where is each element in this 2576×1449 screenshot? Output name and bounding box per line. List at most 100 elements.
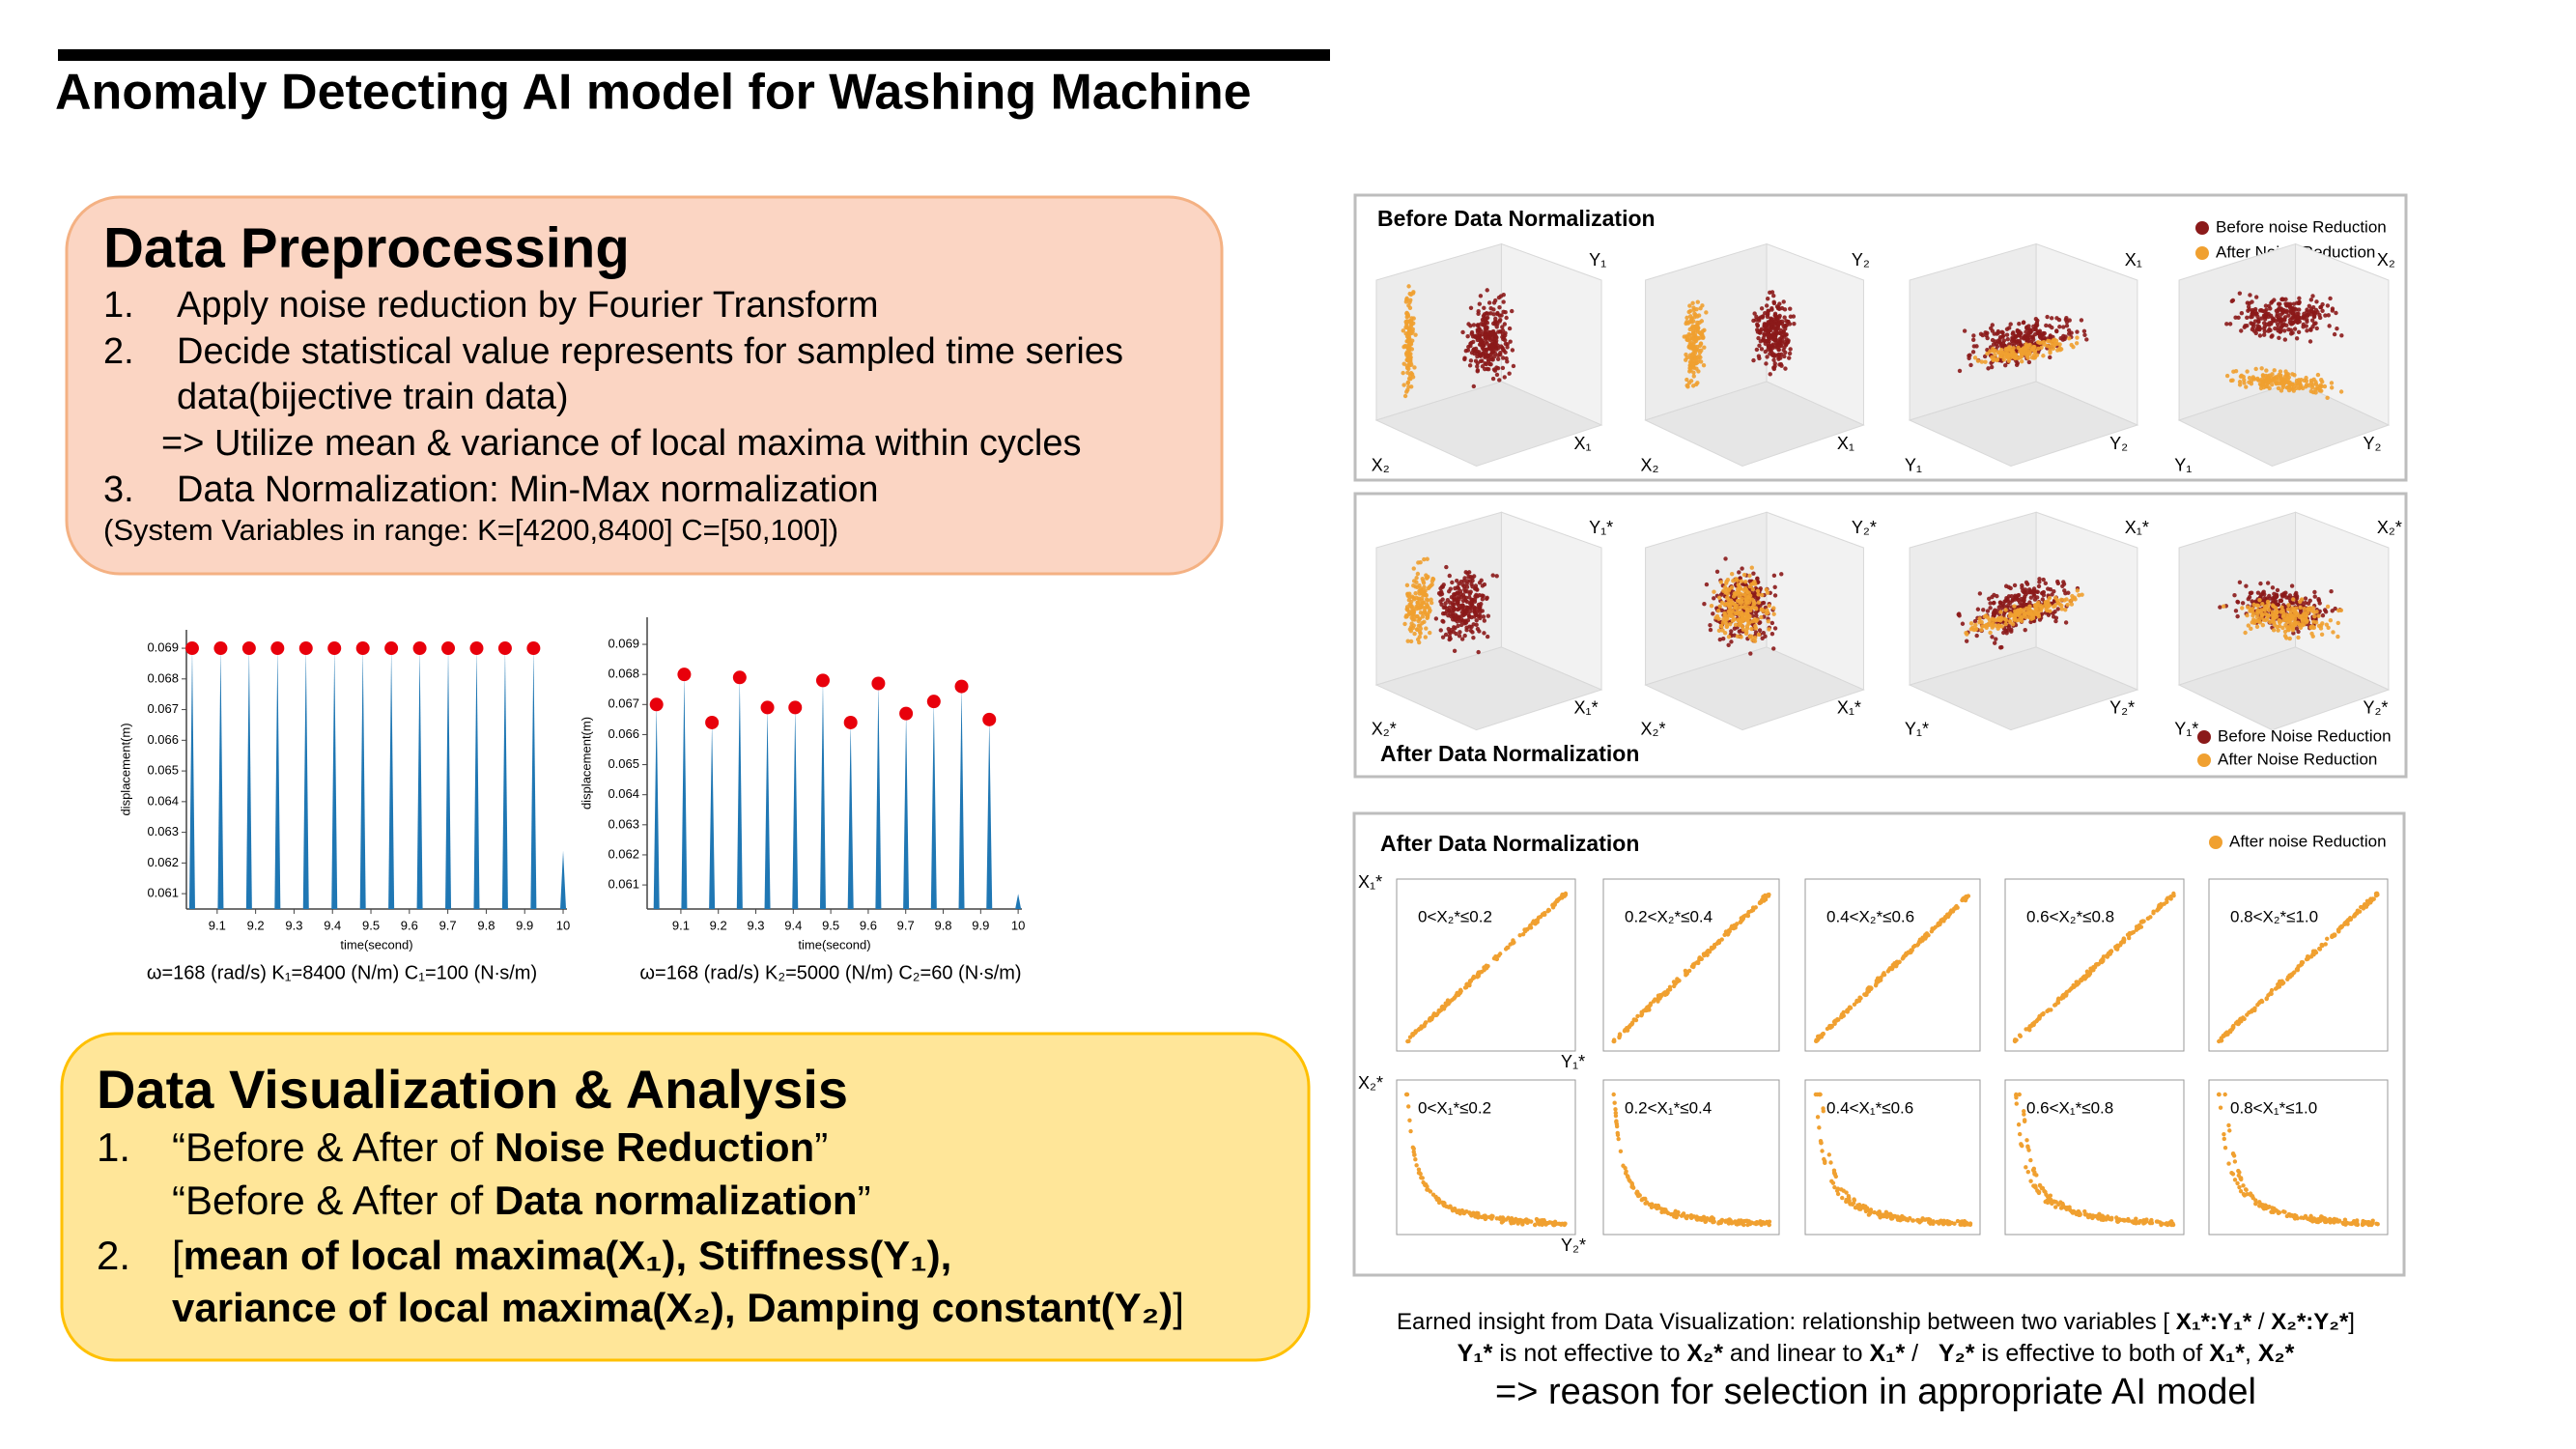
peak-marker <box>441 641 456 656</box>
scatter-dot-decor <box>2079 318 2084 323</box>
scatter-dot-decor <box>1694 344 1700 350</box>
scatter-dot-decor <box>1768 290 1772 296</box>
scatter-dot-decor <box>1993 353 1997 357</box>
scatter-dot-decor <box>1403 1092 1409 1097</box>
scatter-dot-decor <box>2047 324 2052 328</box>
scatter-dot-decor <box>2254 603 2259 608</box>
scatter-dot-decor <box>1695 359 1700 365</box>
scatter-dot-decor <box>1668 1211 1674 1217</box>
scatter-dot-decor <box>2322 384 2328 389</box>
scatter-dot-decor <box>1444 564 1449 570</box>
rich-text-line: variance of local maxima(X₂), Damping co… <box>172 1285 1184 1330</box>
list-text: Apply noise reduction by Fourier Transfo… <box>177 285 879 326</box>
scatter-dot-decor <box>1500 355 1506 360</box>
scatter-dot-decor <box>1729 585 1735 590</box>
scatter-dot-decor <box>1708 627 1713 633</box>
scatter-dot-decor <box>1497 378 1502 383</box>
scatter-dot-decor <box>2296 635 2301 640</box>
scatter-dot-decor <box>1719 624 1724 629</box>
scatter-dot-decor <box>1403 299 1409 304</box>
scatter-dot-decor <box>2049 316 2054 321</box>
scatter-dot-decor <box>1967 355 1971 361</box>
legend-label: Before Noise Reduction <box>2218 726 2392 745</box>
scatter-dot-decor <box>1543 1222 1548 1227</box>
rich-text-line: [mean of local maxima(X₁), Stiffness(Y₁)… <box>172 1233 951 1278</box>
scatter-dot-decor <box>1985 615 1991 620</box>
scatter-dot-decor <box>1414 576 1419 581</box>
scatter-dot-decor <box>1459 610 1465 615</box>
scatter-dot-decor <box>2298 605 2303 611</box>
peak-marker <box>184 641 199 656</box>
scatter-dot-decor <box>1617 1034 1622 1039</box>
scatter-dot-decor <box>1476 613 1481 619</box>
scatter-dot-decor <box>1759 347 1765 352</box>
x-tick-label: 9.1 <box>209 918 226 932</box>
scatter-dot-decor <box>2008 322 2013 327</box>
scatter-dot-decor <box>1822 1156 1826 1162</box>
scatter-dot-decor <box>1474 587 1480 592</box>
scatter-dot-decor <box>1693 382 1699 387</box>
scatter-dot-decor <box>1455 590 1459 595</box>
pane <box>1644 381 1865 468</box>
scatter-dot-decor <box>2010 335 2015 341</box>
scatter-dot-decor <box>2246 623 2251 628</box>
scatter-dot-decor <box>2218 605 2222 610</box>
scatter-dot-decor <box>1757 628 1763 633</box>
scatter-dot-decor <box>1495 310 1500 316</box>
scatter-dot-decor <box>1405 381 1410 385</box>
scatter-dot-decor <box>1876 1210 1881 1215</box>
scatter-dot-decor <box>2052 1003 2057 1008</box>
peak-marker <box>815 673 830 688</box>
scatter-dot-decor <box>1741 617 1747 622</box>
scatter-dot-decor <box>2009 629 2014 634</box>
scatter-dot-decor <box>2276 328 2280 333</box>
scatter-dot-decor <box>2309 384 2314 390</box>
scatter-dot-decor <box>1690 300 1695 306</box>
scatter-dot-decor <box>1968 362 1973 368</box>
scatter-dot-decor <box>2329 381 2335 385</box>
scatter-dot-decor <box>2151 911 2156 916</box>
scatter-dot-decor <box>1980 332 1985 338</box>
scatter-dot-decor <box>1490 573 1495 578</box>
scatter-dot-decor <box>1989 364 1995 370</box>
scatter-dot-decor <box>2019 359 2024 364</box>
scatter-dot-decor <box>1465 571 1470 576</box>
scatter-dot-decor <box>1456 601 1460 606</box>
scatter-dot-decor <box>1414 1163 1419 1168</box>
scatter-dot-decor <box>1492 337 1497 342</box>
scatter-dot-decor <box>2345 919 2350 923</box>
scatter-dot-decor <box>2237 291 2243 296</box>
scatter-dot-decor <box>1701 335 1706 341</box>
scatter-dot-decor <box>2325 936 2330 941</box>
scatter-dot-decor <box>1738 616 1742 621</box>
scatter-dot-decor <box>1708 622 1713 628</box>
scatter-dot-decor <box>1882 1213 1887 1219</box>
bold-text: variance of local maxima(X₂), Damping co… <box>172 1285 1173 1330</box>
scatter-dot-decor <box>1407 342 1412 347</box>
x-tick-label: 9.8 <box>477 918 495 932</box>
scatter-dot-decor <box>2012 582 2018 588</box>
scatter-dot-decor <box>1441 605 1447 610</box>
scatter-dot-decor <box>2315 372 2321 378</box>
scatter-dot-decor <box>1729 571 1735 577</box>
scatter-dot-decor <box>2292 373 2297 378</box>
scatter-dot-decor <box>1907 950 1912 955</box>
scatter-dot-decor <box>1468 358 1474 363</box>
scatter-dot-decor <box>1856 1207 1862 1211</box>
scatter-dot-decor <box>1468 343 1473 349</box>
scatter-dot-decor <box>1964 631 1968 636</box>
scatter-dot-decor <box>1962 328 1967 333</box>
scatter-dot-decor <box>2339 333 2344 338</box>
scatter-dot-decor <box>1494 574 1499 579</box>
scatter-dot-decor <box>1464 589 1470 594</box>
peak-marker <box>705 715 720 729</box>
scatter-dot-decor <box>1759 306 1765 311</box>
scatter-dot-decor <box>2099 958 2104 964</box>
scatter-dot-decor <box>1715 608 1721 613</box>
scatter-dot-decor <box>1486 334 1491 339</box>
scatter-dot-decor <box>1423 635 1429 639</box>
scatter-dot-decor <box>1644 1200 1650 1205</box>
scatter-dot-decor <box>1717 637 1723 642</box>
scatter-dot-decor <box>1409 372 1415 377</box>
pane <box>2177 381 2391 468</box>
